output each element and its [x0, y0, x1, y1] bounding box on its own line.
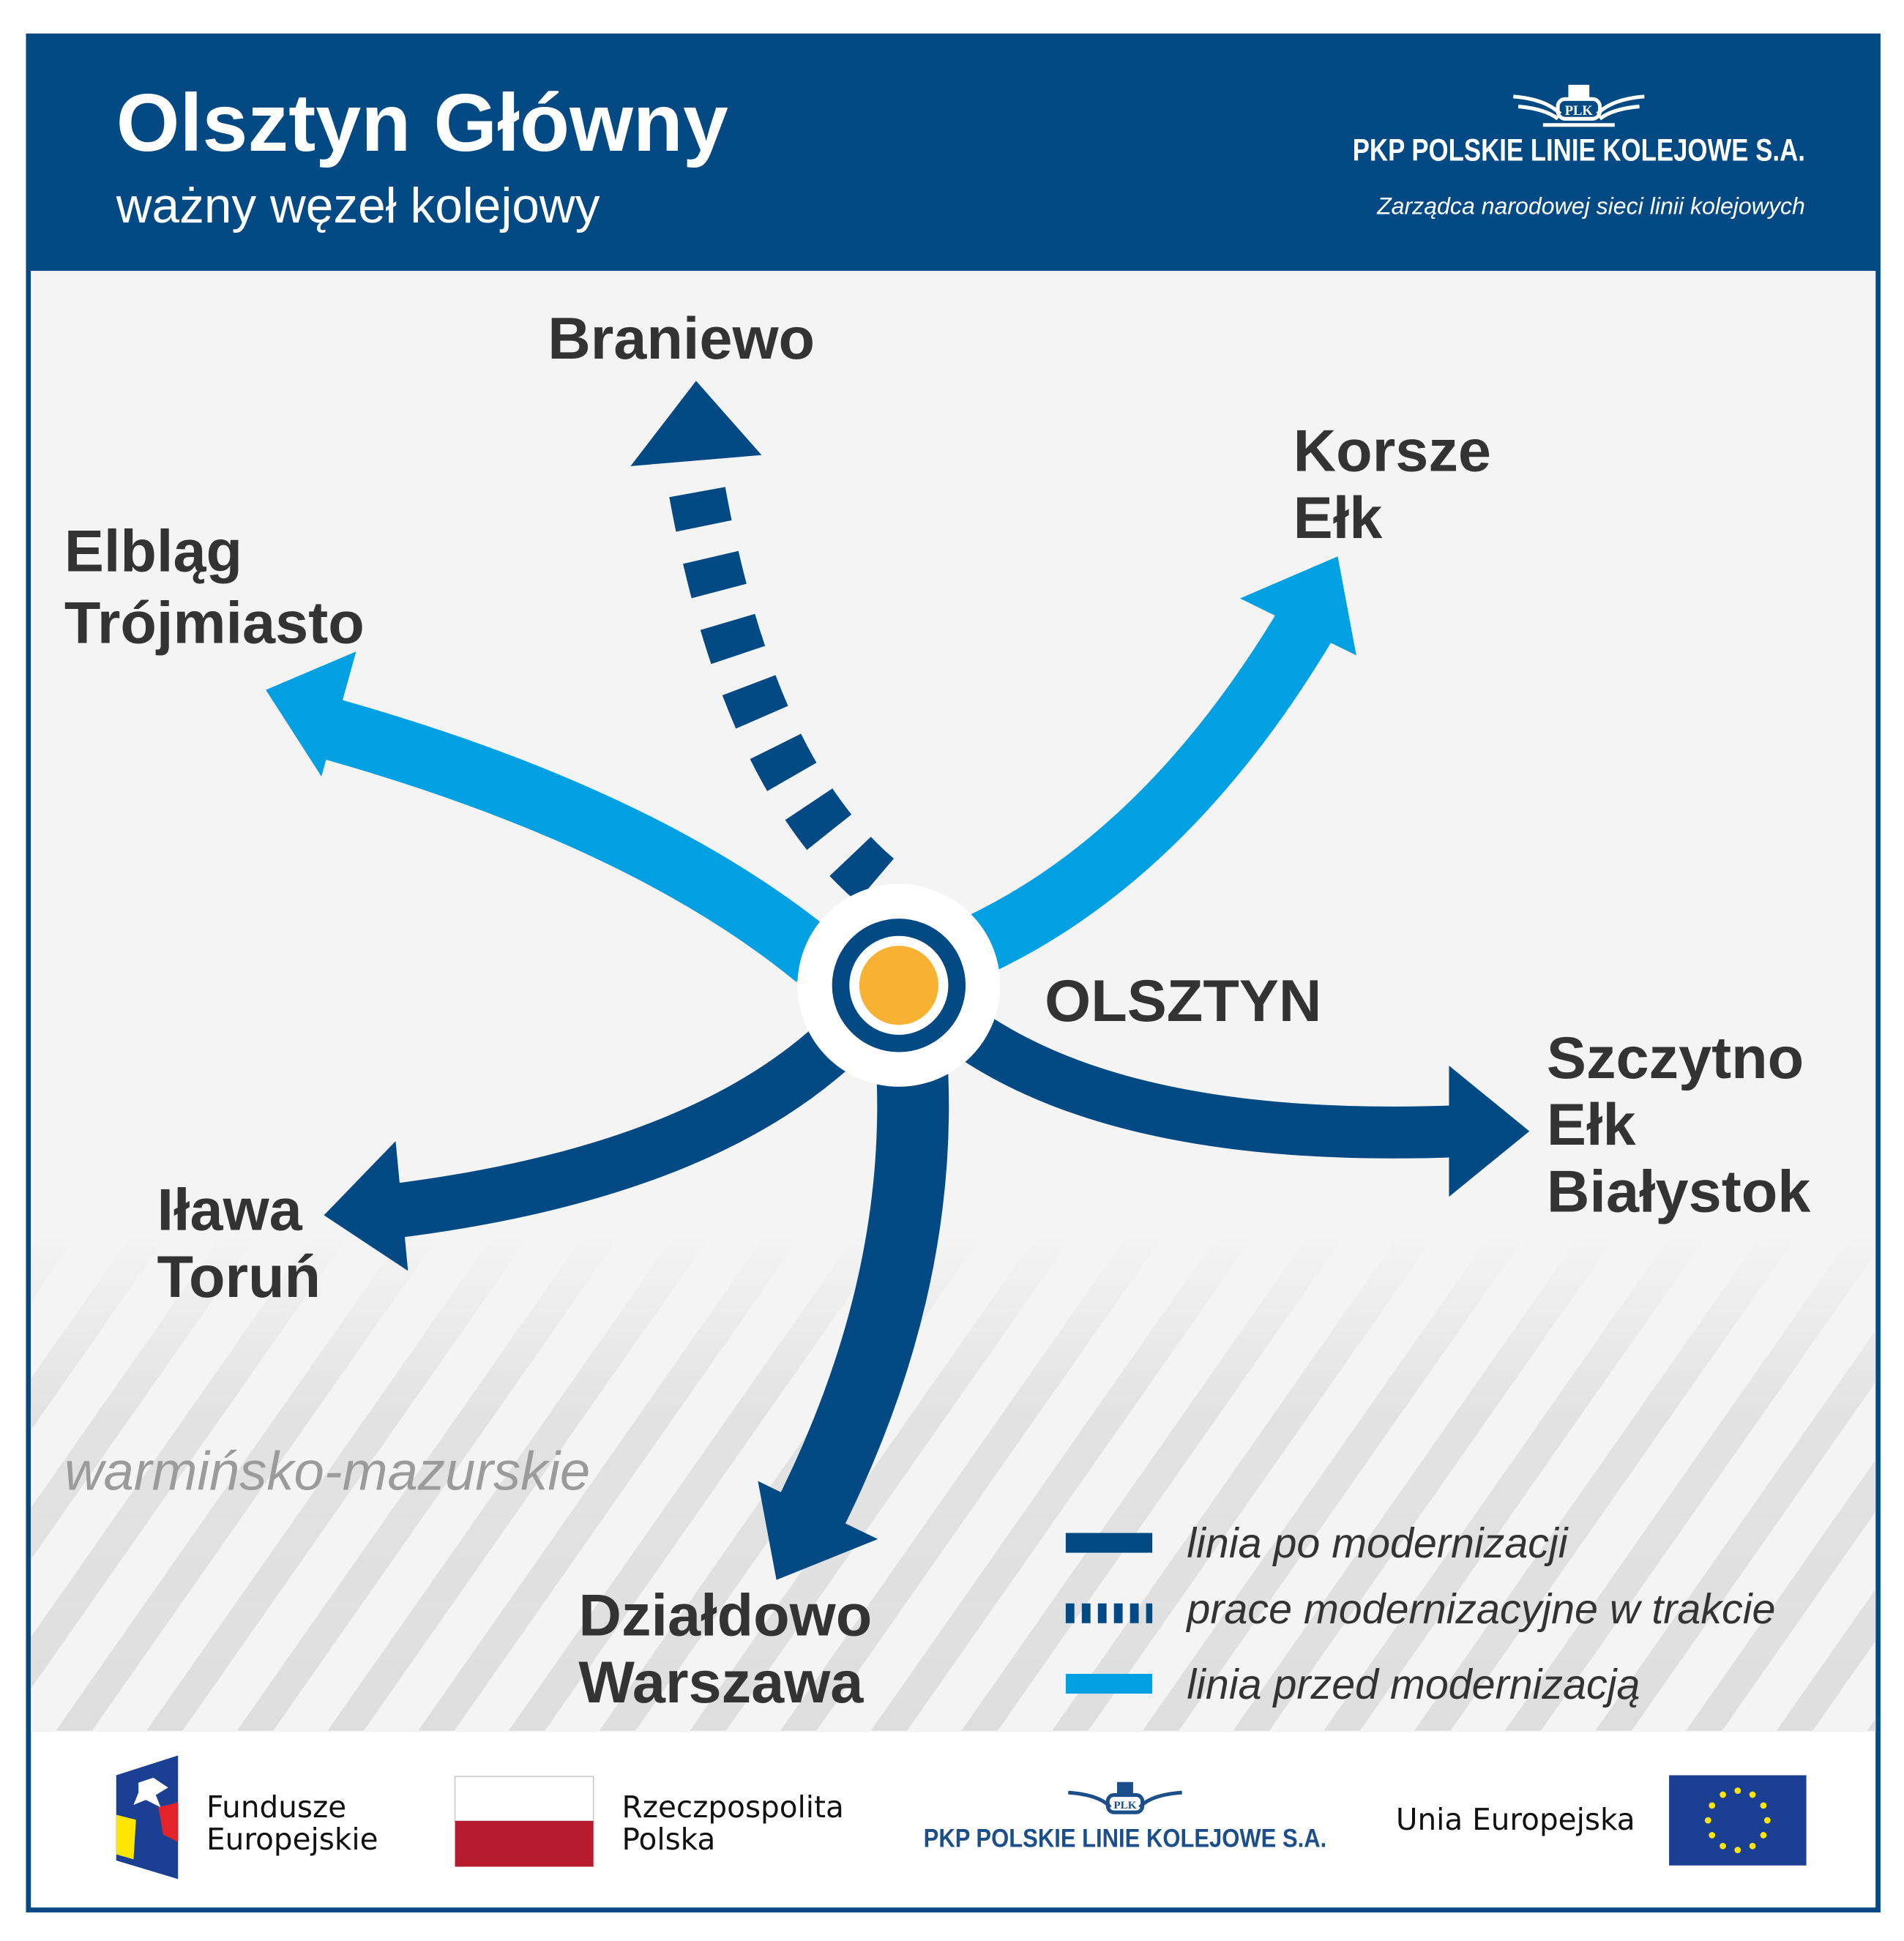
svg-text:PLK: PLK [1113, 1799, 1136, 1811]
eu-star-icon [1763, 1817, 1771, 1824]
label-olsztyn: OLSZTYN [1045, 968, 1321, 1034]
label-dzialdowo: Działdowo [578, 1583, 872, 1649]
legend-label: linia po modernizacji [1187, 1520, 1569, 1567]
eu-star-icon [1720, 1842, 1726, 1850]
arrowhead-icon [630, 381, 762, 466]
label-elk-2: Ełk [1547, 1092, 1637, 1158]
label-korsze: Korsze [1293, 419, 1491, 485]
label-elblag: Elbląg [64, 518, 242, 584]
svg-text:PLK: PLK [1565, 103, 1594, 119]
region-label: warmińsko-mazurskie [64, 1440, 590, 1501]
plk-footer-logo-icon: PLK [1068, 1781, 1182, 1814]
label-bialystok: Białystok [1547, 1159, 1811, 1224]
label-ilawa: Iława [157, 1178, 302, 1243]
rp-line1: Rzeczpospolita [622, 1789, 844, 1825]
company-name: PKP POLSKIE LINIE KOLEJOWE S.A. [1353, 133, 1805, 168]
polish-flag-icon [454, 1776, 594, 1867]
line-dzialdowo [758, 1074, 949, 1580]
legend-label: prace modernizacyjne w trakcie [1185, 1586, 1775, 1633]
line-ilawa [324, 1024, 854, 1271]
eu-flag-icon [1669, 1775, 1807, 1866]
arrowhead-icon [266, 651, 356, 777]
fe-line1: Fundusze [206, 1789, 346, 1825]
label-braniewo: Braniewo [548, 306, 815, 372]
footer: Fundusze Europejskie Rzeczpospolita Pols… [116, 1755, 1807, 1880]
fe-line2: Europejskie [206, 1822, 378, 1857]
page-title: Olsztyn Główny [116, 77, 728, 168]
fundusze-europejskie-logo-icon [116, 1755, 179, 1880]
eu-star-icon [1709, 1802, 1716, 1809]
arrowhead-icon [1449, 1066, 1530, 1197]
eu-star-icon [1760, 1832, 1767, 1839]
eu-star-icon [1749, 1842, 1756, 1850]
legend-label: linia przed modernizacją [1187, 1661, 1640, 1708]
label-trojmiasto: Trójmiasto [64, 590, 365, 656]
rp-line2: Polska [622, 1822, 716, 1857]
label-elk: Ełk [1293, 485, 1384, 551]
olsztyn-node-icon [797, 883, 1001, 1087]
eu-star-icon [1704, 1817, 1711, 1824]
page-subtitle: ważny węzeł kolejowy [116, 179, 600, 233]
label-warszawa: Warszawa [578, 1650, 864, 1716]
line-braniewo-dashed [630, 381, 895, 902]
arrowhead-icon [758, 1481, 878, 1580]
eu-star-icon [1720, 1791, 1726, 1798]
eu-star-icon [1734, 1787, 1741, 1795]
plk-footer-text: PKP POLSKIE LINIE KOLEJOWE S.A. [924, 1823, 1327, 1852]
eu-star-icon [1734, 1847, 1741, 1854]
eu-star-icon [1760, 1802, 1767, 1809]
region-stripes [31, 1236, 1876, 1732]
arrowhead-icon [324, 1141, 408, 1271]
legend: linia po modernizacji prace modernizacyj… [1065, 1520, 1775, 1708]
header: Olsztyn Główny ważny węzeł kolejowy PLK … [28, 36, 1878, 272]
plk-logo-icon: PLK [1513, 84, 1645, 127]
arrowhead-icon [1240, 556, 1356, 656]
line-szczytno [962, 1017, 1530, 1197]
line-korsze [963, 556, 1356, 974]
company-tagline: Zarządca narodowej sieci linii kolejowyc… [1376, 192, 1805, 219]
eu-label: Unia Europejska [1396, 1802, 1635, 1837]
eu-star-icon [1749, 1791, 1756, 1798]
eu-star-icon [1709, 1832, 1716, 1839]
line-elblag [266, 651, 836, 982]
label-torun: Toruń [157, 1244, 321, 1310]
label-szczytno: Szczytno [1547, 1025, 1804, 1091]
